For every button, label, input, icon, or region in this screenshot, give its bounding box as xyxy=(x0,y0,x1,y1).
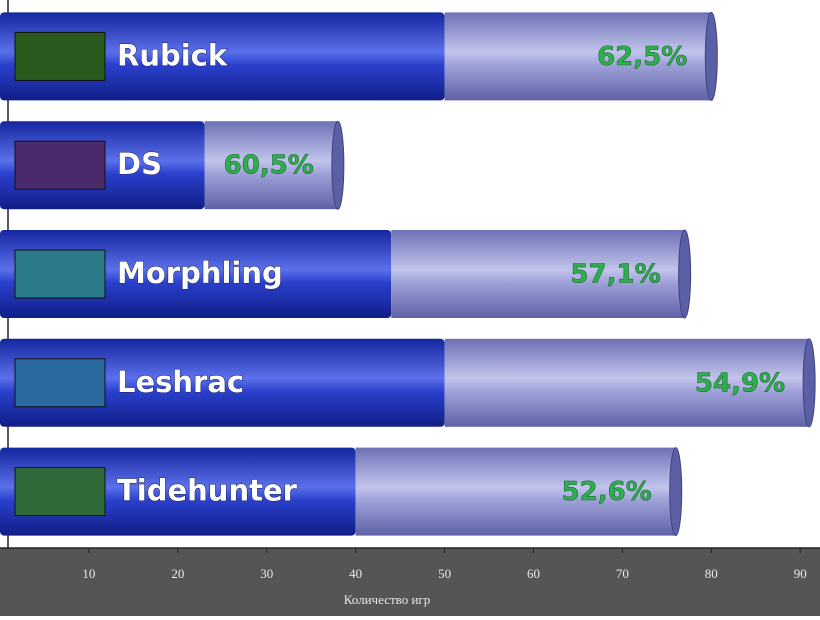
bar xyxy=(444,338,810,427)
hero-icon xyxy=(14,358,106,408)
bar-cap xyxy=(331,120,345,210)
x-tick-label: 90 xyxy=(794,566,807,581)
bar xyxy=(0,12,445,101)
bar-cap xyxy=(678,229,692,319)
bar-cap xyxy=(704,11,718,101)
bar-cap xyxy=(669,447,683,537)
x-tick-label: 70 xyxy=(616,566,629,581)
hero-icon xyxy=(14,249,106,299)
hero-name: DS xyxy=(117,147,162,181)
x-axis-label: Количество игр xyxy=(344,592,430,607)
hero-icon xyxy=(14,467,106,517)
win-rate-label: 60,5% xyxy=(224,151,314,181)
win-rate-label: 62,5% xyxy=(597,42,687,72)
hero-name: Leshrac xyxy=(117,365,244,399)
x-tick-label: 80 xyxy=(705,566,718,581)
hero-icon xyxy=(14,31,106,81)
hero-name: Tidehunter xyxy=(117,474,298,508)
hero-name: Morphling xyxy=(117,256,283,290)
x-tick-label: 60 xyxy=(527,566,540,581)
bar xyxy=(0,338,445,427)
hero-name: Rubick xyxy=(117,38,228,72)
axis-band xyxy=(0,548,820,616)
bar xyxy=(444,12,712,101)
x-tick-label: 10 xyxy=(82,566,95,581)
bar-cap xyxy=(802,338,816,428)
x-tick-label: 20 xyxy=(171,566,184,581)
bar xyxy=(391,230,685,318)
win-rate-label: 57,1% xyxy=(570,260,660,290)
x-tick-label: 50 xyxy=(438,566,451,581)
bar xyxy=(355,447,676,536)
bar xyxy=(204,121,338,210)
win-rate-label: 52,6% xyxy=(562,477,652,507)
hero-icon xyxy=(14,140,106,190)
x-tick-label: 40 xyxy=(349,566,362,581)
x-tick-label: 30 xyxy=(260,566,273,581)
win-rate-label: 54,9% xyxy=(695,368,785,398)
